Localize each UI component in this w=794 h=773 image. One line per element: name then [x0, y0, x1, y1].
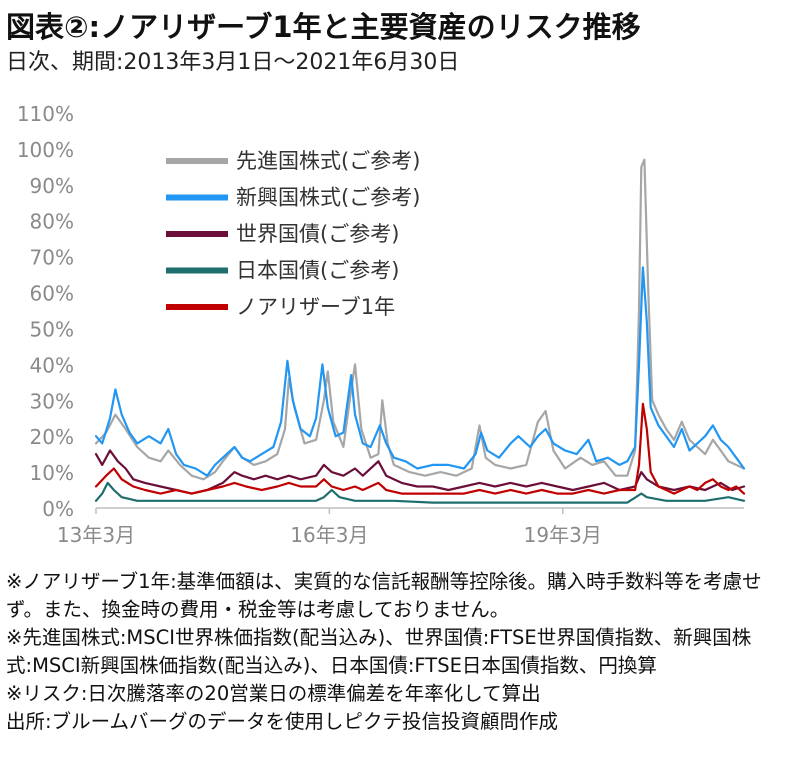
series-line-4	[94, 402, 746, 495]
legend-label: 先進国株式(ご参考)	[236, 149, 420, 173]
y-tick-label: 20%	[30, 425, 74, 449]
y-tick-label: 30%	[30, 389, 74, 413]
footnote-risk: ※リスク:日次騰落率の20営業日の標準偏差を年率化して算出	[6, 682, 541, 705]
y-tick-label: 40%	[30, 353, 74, 377]
y-tick-label: 80%	[30, 210, 74, 234]
footnote-indices: ※先進国株式:MSCI世界株価指数(配当込み)、世界国債:FTSE世界国債指数、…	[6, 626, 752, 677]
x-tick-label: 13年3月	[57, 523, 135, 547]
legend: 先進国株式(ご参考) 新興国株式(ご参考) 世界国債(ご参考) 日本国債(ご参考) ノア…	[166, 149, 420, 319]
chart-subtitle: 日次、期間:2013年3月1日〜2021年6月30日	[6, 50, 460, 75]
legend-label: 新興国株式(ご参考)	[236, 186, 420, 210]
x-tick-label: 19年3月	[524, 523, 602, 547]
legend-label: ノアリザーブ1年	[236, 295, 395, 319]
series-line-1	[94, 266, 746, 477]
series-line-3	[94, 481, 746, 504]
y-tick-label: 110%	[17, 102, 74, 126]
y-tick-label: 50%	[30, 317, 74, 341]
risk-line-chart: 0% 10% 20% 30% 40% 50% 60% 70% 80% 90% 100% 110% 13…	[17, 102, 746, 547]
footnote-source: 出所:ブルームバーグのデータを使用しピクテ投信投資顧問作成	[6, 710, 558, 733]
legend-label: 日本国債(ご参考)	[236, 259, 399, 283]
y-tick-label: 70%	[30, 246, 74, 270]
y-tick-label: 10%	[30, 461, 74, 485]
series-line-2	[94, 449, 746, 495]
series-line-0	[94, 158, 746, 481]
x-axis: 13年3月 16年3月 19年3月	[57, 507, 744, 547]
footnotes: ※ノアリザーブ1年:基準価額は、実質的な信託報酬等控除後。購入時手数料等を考慮せ…	[6, 568, 790, 736]
footnote-fund: ※ノアリザーブ1年:基準価額は、実質的な信託報酬等控除後。購入時手数料等を考慮せ…	[6, 570, 762, 621]
y-tick-label: 100%	[17, 138, 74, 162]
chart-title: 図表②:ノアリザーブ1年と主要資産のリスク推移	[6, 10, 641, 44]
x-tick-label: 16年3月	[290, 523, 368, 547]
legend-label: 世界国債(ご参考)	[236, 222, 399, 246]
y-tick-label: 90%	[30, 174, 74, 198]
y-tick-label: 0%	[42, 497, 74, 521]
y-tick-label: 60%	[30, 282, 74, 306]
y-axis: 0% 10% 20% 30% 40% 50% 60% 70% 80% 90% 100% 110%	[17, 102, 74, 521]
series-lines	[94, 158, 746, 504]
